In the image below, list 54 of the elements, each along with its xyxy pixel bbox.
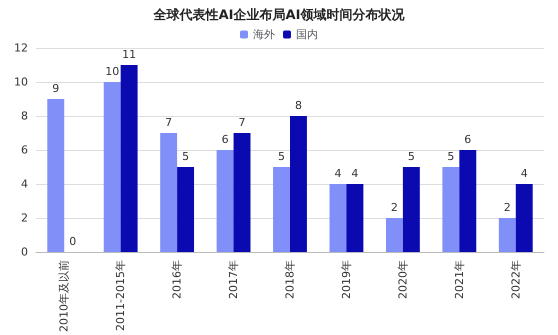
- y-tick-label: 8: [21, 110, 28, 122]
- bar: [120, 65, 138, 252]
- y-tick-label: 2: [21, 212, 28, 225]
- y-tick-label: 10: [14, 76, 28, 88]
- data-label: 7: [165, 116, 172, 129]
- data-label: 2: [504, 201, 511, 214]
- x-tick-label: 2020年: [396, 260, 410, 300]
- data-label: 10: [105, 65, 120, 78]
- x-tick-label: 2016年: [170, 260, 184, 300]
- bar: [160, 133, 178, 252]
- bar: [234, 133, 250, 252]
- bar: [516, 184, 533, 252]
- bar: [386, 218, 403, 252]
- x-tick-label: 2021年: [452, 260, 466, 300]
- y-tick-label: 4: [21, 178, 28, 191]
- legend-label: 海外: [253, 28, 275, 41]
- x-tick-label: 2011-2015年: [114, 260, 128, 331]
- data-label: 6: [464, 133, 472, 146]
- data-label: 5: [408, 150, 415, 164]
- bar: [498, 218, 516, 252]
- bar: [459, 150, 476, 252]
- data-label: 4: [351, 167, 358, 180]
- legend-label: 国内: [296, 28, 318, 41]
- bar: [273, 167, 290, 252]
- x-tick-label: 2010年及以前: [58, 260, 71, 332]
- y-tick-label: 0: [21, 246, 28, 259]
- bar: [402, 167, 420, 252]
- bar: [47, 99, 64, 252]
- data-label: 4: [520, 167, 528, 180]
- bar: [442, 167, 460, 252]
- x-tick-label: 2019年: [340, 260, 353, 300]
- bar: [216, 150, 234, 252]
- data-label: 5: [447, 150, 454, 164]
- data-label: 7: [238, 116, 246, 129]
- y-tick-label: 6: [21, 144, 28, 157]
- data-label: 2: [390, 201, 398, 214]
- data-label: 11: [122, 48, 136, 61]
- data-label: 9: [52, 82, 60, 95]
- bar: [177, 167, 194, 252]
- bar: [290, 116, 307, 252]
- data-label: 5: [278, 150, 286, 164]
- bar: [346, 184, 364, 252]
- data-label: 6: [222, 133, 229, 146]
- data-label: 4: [334, 167, 342, 180]
- x-tick-label: 2022年: [509, 260, 522, 300]
- y-tick-label: 12: [14, 42, 28, 54]
- x-tick-label: 2018年: [284, 260, 296, 300]
- chart-title: 全球代表性AI企业布局AI领域时间分布状况: [152, 7, 406, 23]
- data-label: 5: [182, 150, 190, 164]
- data-label: 8: [294, 99, 302, 112]
- bar: [104, 82, 121, 252]
- x-tick-label: 2017年: [227, 260, 240, 300]
- data-label: 0: [69, 235, 76, 248]
- bar: [330, 184, 346, 252]
